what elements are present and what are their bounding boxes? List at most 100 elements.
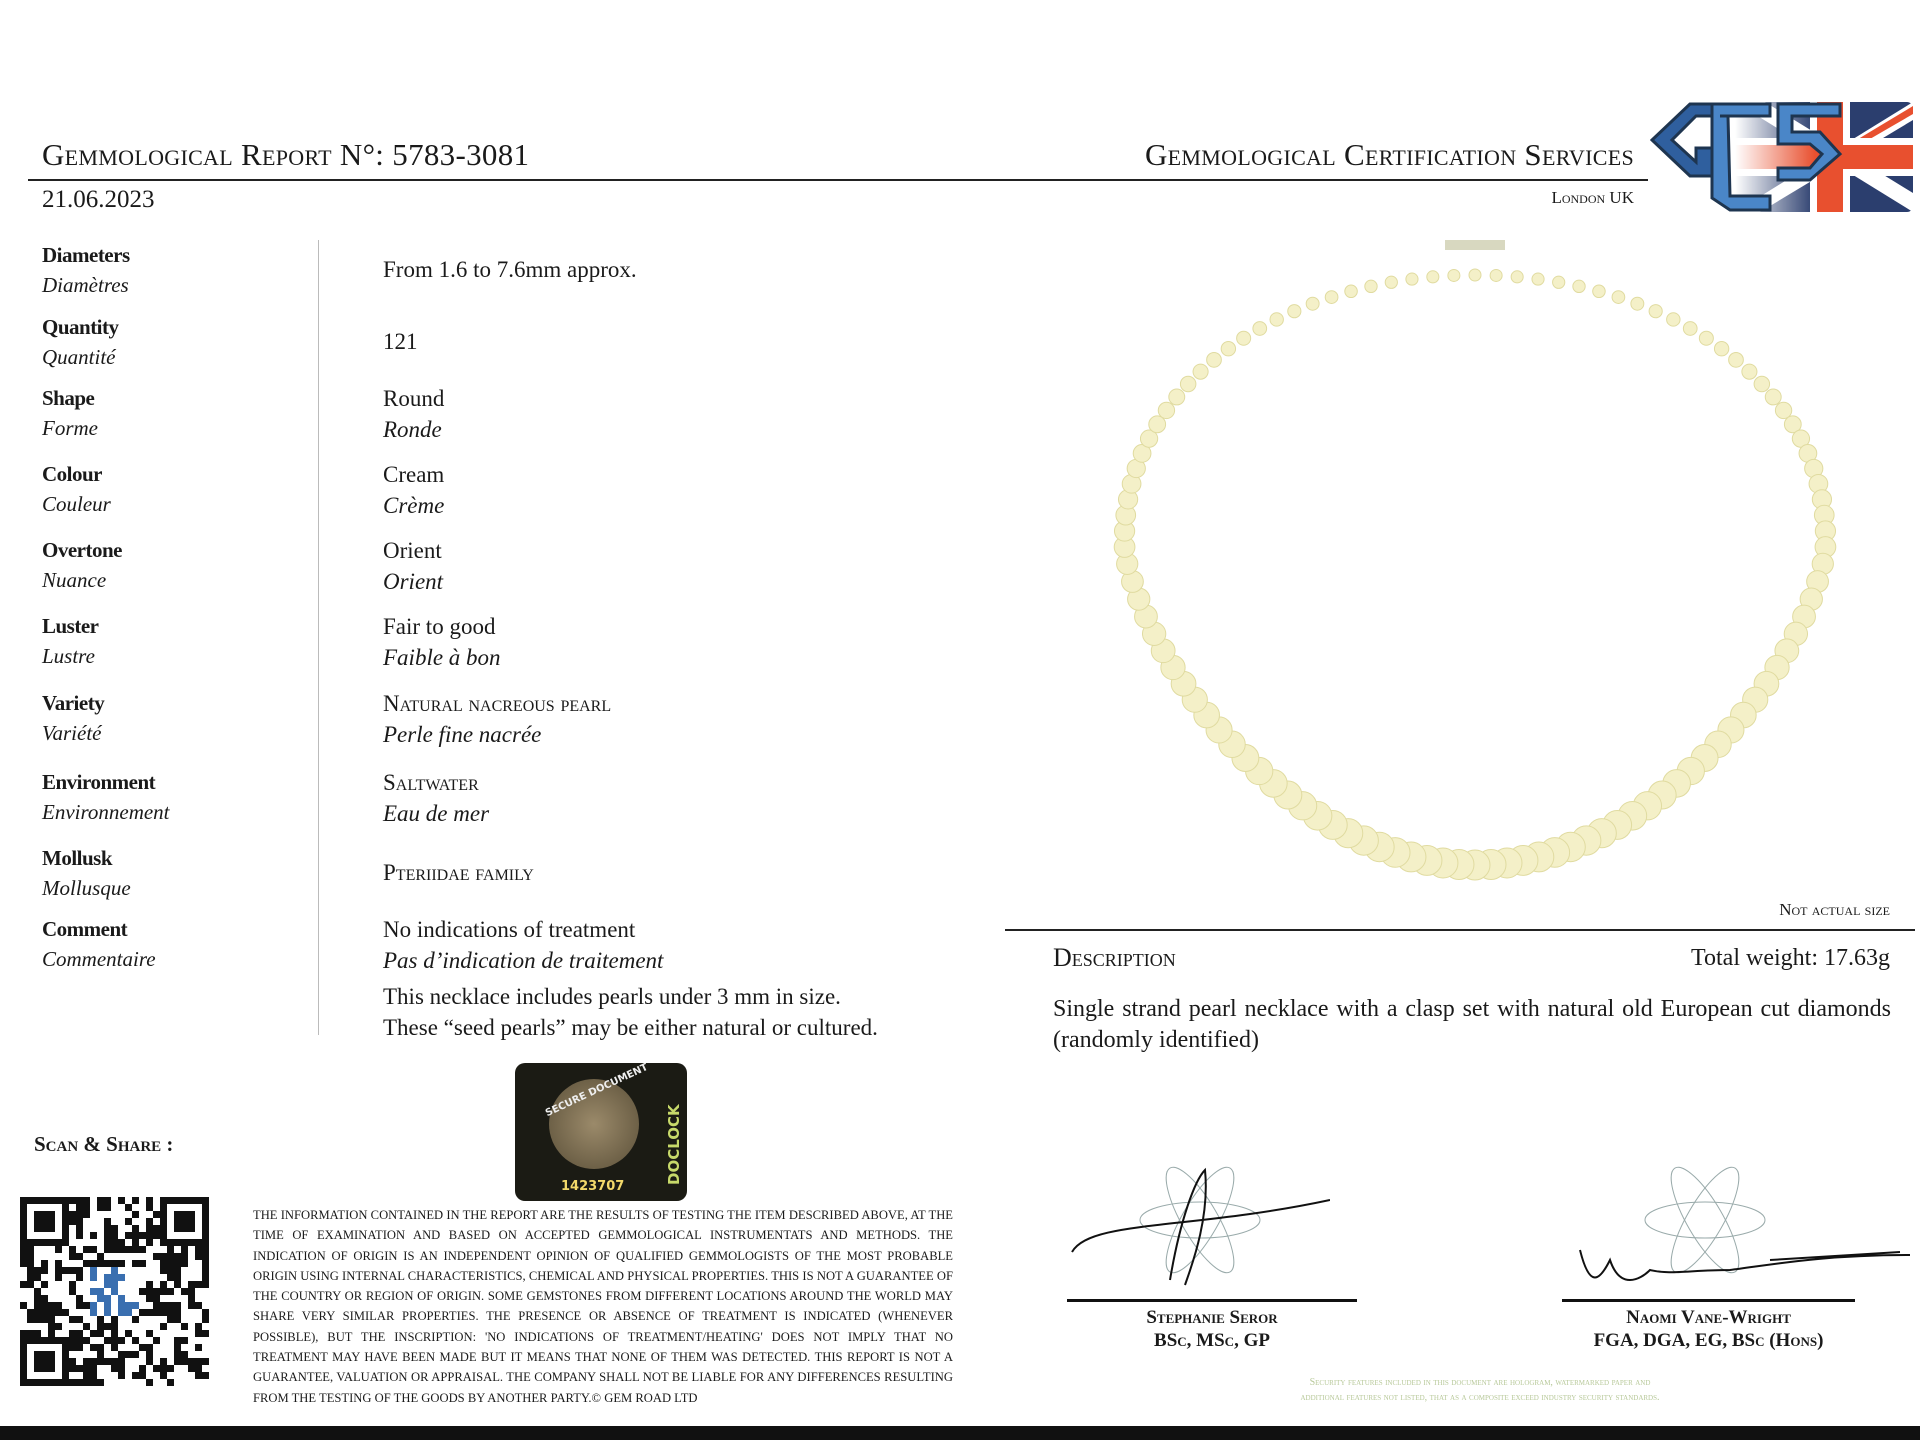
- pearl: [1305, 296, 1320, 311]
- property-label: Mollusk Mollusque: [42, 843, 131, 903]
- signature-vane-wright: [1570, 1160, 1911, 1300]
- doclock-hologram: SECURE DOCUMENT DOCLOCK 1423707: [515, 1063, 687, 1201]
- pearl: [1426, 270, 1440, 284]
- pearl: [1364, 279, 1378, 294]
- value-fr: Crème: [383, 493, 445, 518]
- report-label: Gemmological Report N°:: [42, 137, 385, 172]
- label-fr: Commentaire: [42, 947, 156, 971]
- signature-line: [1067, 1299, 1357, 1302]
- property-value: Cream Crème: [383, 459, 444, 521]
- signatory-name: Naomi Vane-Wright: [1626, 1307, 1791, 1328]
- pearl: [1220, 341, 1237, 357]
- pearl: [1269, 312, 1284, 327]
- label-fr: Couleur: [42, 492, 111, 516]
- label-fr: Variété: [42, 721, 102, 745]
- property-label: Luster Lustre: [42, 611, 99, 671]
- pearl: [1764, 388, 1782, 406]
- header-divider: [28, 179, 1648, 181]
- pearl: [1447, 268, 1461, 282]
- qr-code[interactable]: [20, 1197, 210, 1389]
- value-en: Saltwater: [383, 770, 479, 795]
- report-date: 21.06.2023: [42, 186, 155, 213]
- property-value: 121: [383, 326, 418, 357]
- pearl: [1741, 363, 1758, 380]
- pearl: [1510, 270, 1524, 284]
- property-value: Natural nacreous pearl Perle fine nacrée: [383, 688, 611, 750]
- label-en: Overtone: [42, 538, 122, 562]
- pearl: [1783, 415, 1802, 434]
- hologram-brand: DOCLOCK: [665, 1104, 683, 1185]
- pearl: [1698, 330, 1714, 346]
- pearl: [1344, 284, 1358, 299]
- property-value: Orient Orient: [383, 535, 443, 597]
- value-en: Pteriidae family: [383, 860, 534, 885]
- company-location: London UK: [1551, 188, 1634, 207]
- property-label: Colour Couleur: [42, 459, 111, 519]
- pearl: [1139, 429, 1159, 448]
- pearl: [1489, 268, 1503, 282]
- company-name: Gemmological Certification Services: [1145, 137, 1634, 172]
- label-fr: Quantité: [42, 345, 116, 369]
- value-en: 121: [383, 329, 418, 354]
- pearl: [1168, 388, 1186, 406]
- pearl: [1713, 341, 1730, 357]
- description-text: Single strand pearl necklace with a clas…: [1053, 996, 1891, 1053]
- pearl: [1753, 375, 1771, 393]
- property-value: Pteriidae family: [383, 857, 534, 888]
- label-fr: Forme: [42, 416, 98, 440]
- property-value: From 1.6 to 7.6mm approx.: [383, 254, 637, 285]
- pearl: [1468, 268, 1482, 282]
- pearl: [1552, 275, 1566, 289]
- property-label: Diameters Diamètres: [42, 240, 130, 300]
- pearl: [1728, 351, 1744, 368]
- pearl: [1324, 290, 1339, 304]
- label-fr: Mollusque: [42, 876, 131, 900]
- pearl: [1648, 304, 1663, 319]
- signatory: Naomi Vane-Wright FGA, DGA, EG, BSc (Hons…: [1562, 1306, 1855, 1352]
- value-fr: Orient: [383, 569, 444, 594]
- pearl: [1405, 272, 1419, 286]
- property-label: Environment Environnement: [42, 767, 170, 827]
- pearl: [1531, 272, 1545, 286]
- pearl: [1384, 275, 1398, 289]
- property-value: No indications of treatment Pas d’indicat…: [383, 914, 663, 976]
- property-label: Shape Forme: [42, 383, 98, 443]
- value-fr: Ronde: [383, 417, 442, 442]
- value-fr: Faible à bon: [383, 645, 501, 670]
- value-en: No indications of treatment: [383, 917, 636, 942]
- pearl: [1287, 304, 1302, 319]
- pearl: [1666, 312, 1681, 327]
- total-weight: Total weight: 17.63g: [1691, 945, 1890, 971]
- label-en: Shape: [42, 386, 95, 410]
- hologram-seal: [549, 1079, 639, 1169]
- value-fr: Perle fine nacrée: [383, 722, 542, 747]
- label-fr: Environnement: [42, 800, 170, 824]
- value-en: Cream: [383, 462, 445, 487]
- label-en: Quantity: [42, 315, 119, 339]
- pearl: [1682, 321, 1698, 336]
- pearl: [1611, 290, 1626, 304]
- pearl: [1157, 401, 1176, 420]
- property-label: Comment Commentaire: [42, 914, 156, 974]
- not-actual-size-note: Not actual size: [1779, 900, 1890, 919]
- signatory-credentials: FGA, DGA, EG, BSc (Hons): [1593, 1330, 1824, 1351]
- description-divider: [1005, 929, 1915, 931]
- value-en: Natural nacreous pearl: [383, 691, 612, 716]
- signatory-name: Stephanie Seror: [1146, 1307, 1278, 1328]
- label-en: Luster: [42, 614, 99, 638]
- value-fr: Eau de mer: [383, 801, 490, 826]
- necklace-clasp: [1445, 240, 1505, 250]
- hologram-serial: 1423707: [561, 1179, 625, 1194]
- label-en: Mollusk: [42, 846, 113, 870]
- gcs-logo: [1649, 98, 1915, 216]
- property-value: Fair to good Faible à bon: [383, 611, 501, 673]
- label-en: Comment: [42, 917, 128, 941]
- pearl: [1252, 321, 1268, 336]
- signature-seror: [1070, 1160, 1331, 1300]
- comment-extra: This necklace includes pearls under 3 mm…: [383, 981, 878, 1043]
- comment-line: These “seed pearls” may be either natura…: [383, 1015, 878, 1040]
- disclaimer: The information contained in the report …: [253, 1208, 953, 1405]
- property-value: Round Ronde: [383, 383, 444, 445]
- label-en: Colour: [42, 462, 102, 486]
- value-en: Fair to good: [383, 614, 496, 639]
